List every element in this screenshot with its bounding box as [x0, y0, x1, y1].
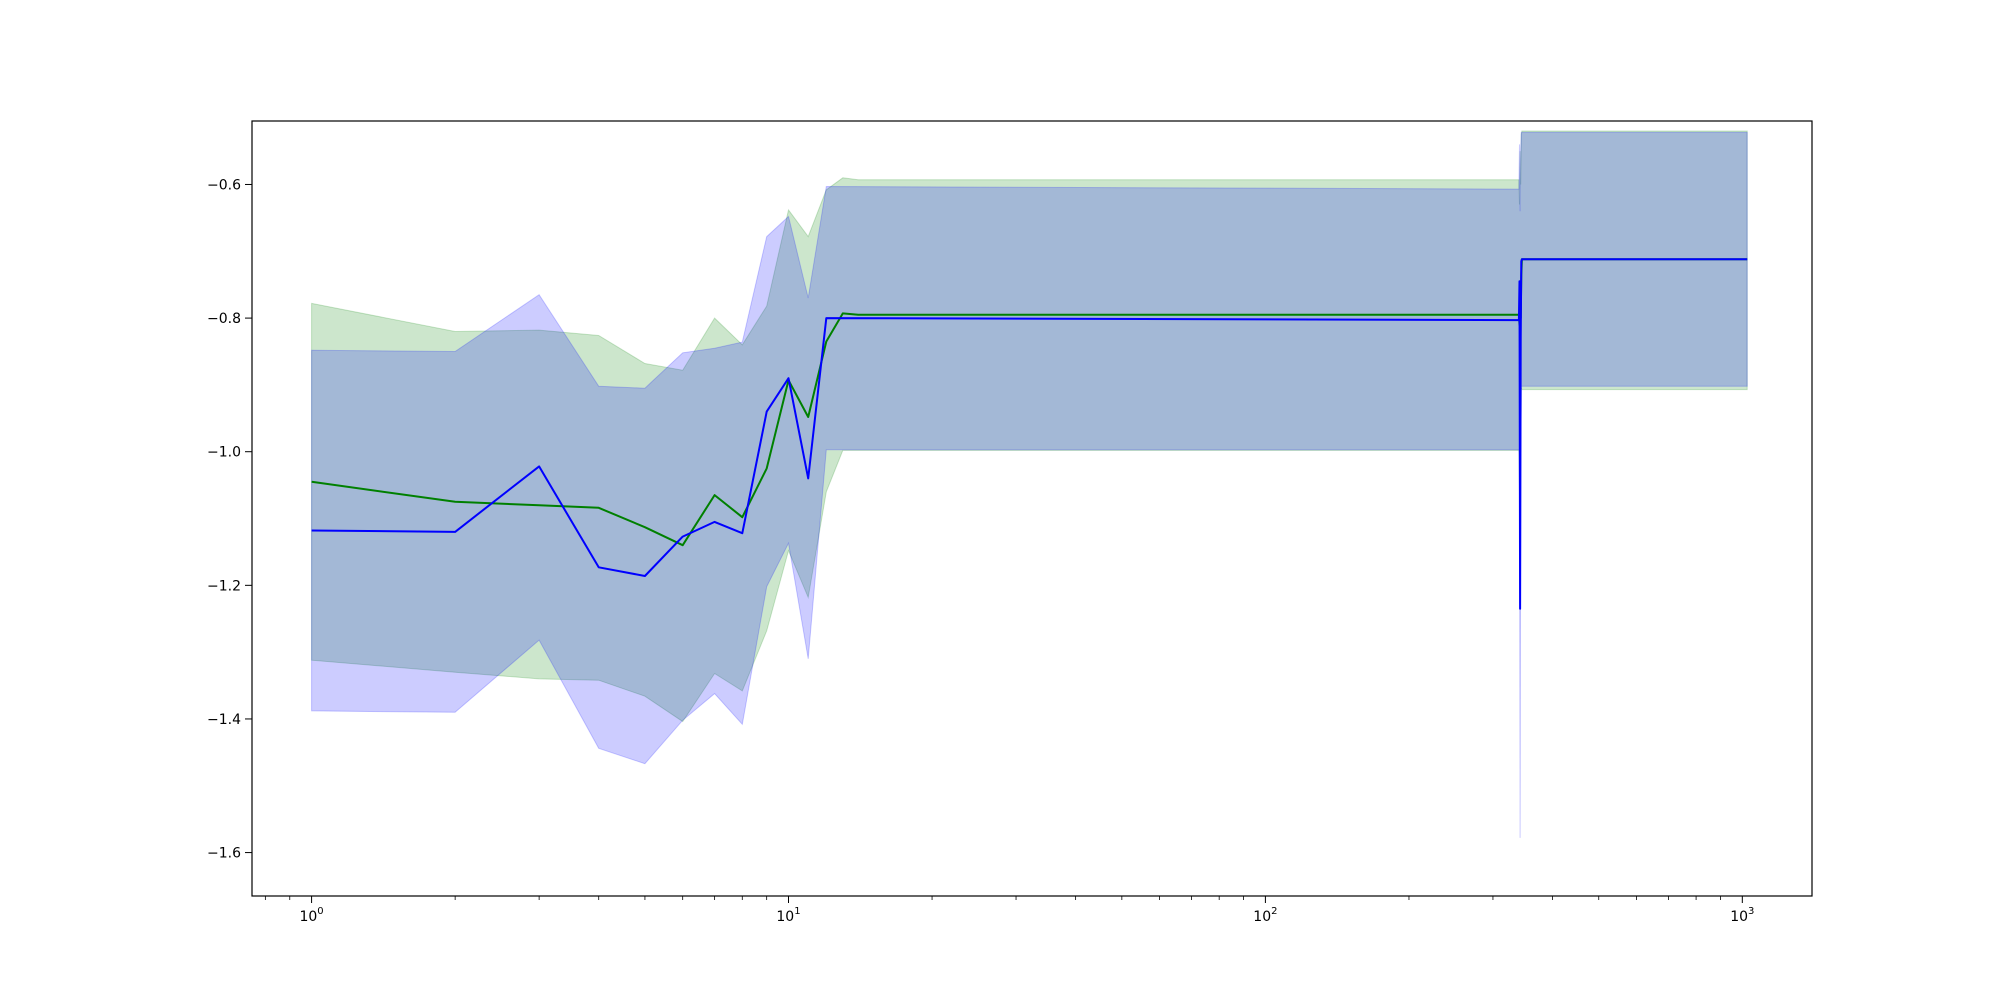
- x-tick-exponent: 3: [1748, 906, 1754, 917]
- x-tick-exponent: 1: [794, 906, 800, 917]
- y-tick-label: −1.2: [207, 578, 241, 594]
- series-0-band: [311, 130, 1748, 723]
- y-axis: −1.6 −1.4 −1.2 −1.0 −0.8 −0.6: [207, 177, 252, 862]
- x-tick-exponent: 0: [317, 906, 323, 917]
- x-axis: 100 101 102 103: [264, 896, 1754, 925]
- x-tick-label: 100: [299, 906, 323, 925]
- x-tick-exponent: 2: [1271, 906, 1277, 917]
- plot-frame: [251, 120, 1813, 897]
- y-tick-label: −1.6: [207, 846, 241, 862]
- series-lines: [311, 258, 1748, 610]
- series-1-band: [311, 131, 1748, 838]
- y-tick-label: −1.0: [207, 445, 241, 461]
- x-tick-base: 10: [776, 909, 794, 925]
- x-tick-label: 102: [1253, 906, 1277, 925]
- y-tick-label: −0.8: [207, 311, 241, 327]
- confidence-bands: [311, 130, 1748, 838]
- y-tick-label: −1.4: [207, 712, 241, 728]
- x-tick-label: 103: [1730, 906, 1754, 925]
- y-tick-label: −0.6: [207, 177, 241, 193]
- x-tick-base: 10: [1253, 909, 1271, 925]
- x-tick-label: 101: [776, 906, 800, 925]
- x-tick-base: 10: [299, 909, 317, 925]
- series-1-line: [311, 258, 1748, 610]
- x-tick-base: 10: [1730, 909, 1748, 925]
